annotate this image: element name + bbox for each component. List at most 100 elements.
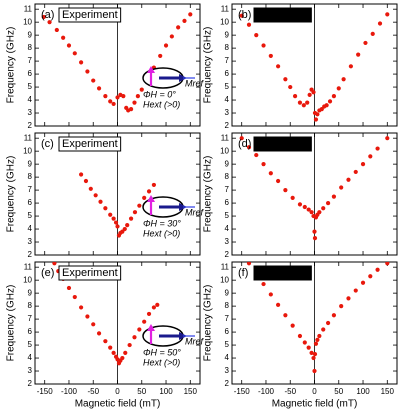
data-point bbox=[268, 171, 273, 176]
data-point bbox=[103, 339, 108, 344]
data-point bbox=[246, 22, 252, 27]
data-point bbox=[283, 188, 288, 193]
data-point bbox=[331, 313, 337, 318]
y-tick-label: 8 bbox=[28, 43, 33, 52]
y-tick-label: 2 bbox=[225, 121, 230, 130]
data-point bbox=[317, 333, 322, 339]
y-tick-label: 11 bbox=[221, 4, 230, 13]
y-tick-label: 2 bbox=[28, 379, 33, 388]
y-axis-title: Frequency (GHz) bbox=[203, 156, 214, 233]
data-point bbox=[120, 355, 125, 361]
y-tick-label: 5 bbox=[225, 340, 230, 349]
y-tick-label: 10 bbox=[23, 17, 32, 26]
data-point bbox=[254, 152, 259, 158]
panel-tag: Experiment bbox=[62, 9, 118, 21]
data-layer bbox=[79, 172, 156, 238]
y-tick-label: 2 bbox=[28, 121, 33, 130]
data-point bbox=[360, 280, 366, 285]
data-point bbox=[155, 302, 160, 307]
data-point bbox=[163, 43, 169, 48]
data-point bbox=[115, 95, 120, 100]
data-point bbox=[313, 117, 319, 122]
data-point bbox=[108, 212, 113, 217]
x-tick-label: -150 bbox=[234, 387, 251, 396]
data-point bbox=[88, 186, 93, 191]
data-point bbox=[261, 281, 266, 287]
data-point bbox=[91, 78, 96, 83]
x-tick-label: -100 bbox=[61, 387, 78, 396]
data-point bbox=[317, 210, 322, 215]
data-point bbox=[91, 322, 96, 327]
y-tick-label: 8 bbox=[28, 301, 33, 310]
data-point bbox=[385, 136, 390, 141]
data-point bbox=[121, 94, 126, 99]
x-tick-label: 100 bbox=[356, 387, 370, 396]
data-point bbox=[111, 216, 116, 221]
data-point bbox=[139, 87, 144, 92]
y-tick-label: 5 bbox=[225, 82, 230, 91]
data-point bbox=[111, 350, 116, 355]
data-point bbox=[385, 12, 390, 17]
y-tick-label: 9 bbox=[225, 159, 230, 168]
data-point bbox=[297, 333, 303, 339]
panel-tag-box bbox=[253, 7, 312, 23]
inset-angle: ΦH = 30° bbox=[143, 218, 181, 228]
data-point bbox=[246, 145, 252, 150]
data-point bbox=[360, 162, 366, 167]
data-point bbox=[315, 337, 320, 342]
data-point bbox=[307, 92, 312, 97]
data-point bbox=[306, 345, 311, 350]
data-point bbox=[239, 136, 244, 141]
data-point bbox=[132, 100, 137, 105]
y-tick-label: 5 bbox=[225, 211, 230, 220]
inset-mref: Mref bbox=[185, 207, 204, 217]
data-point bbox=[254, 33, 259, 38]
panel-label: (d) bbox=[238, 138, 251, 150]
data-point bbox=[108, 99, 113, 104]
plot-frame bbox=[231, 261, 398, 385]
data-layer bbox=[246, 262, 390, 374]
data-point bbox=[297, 100, 303, 105]
y-tick-label: 11 bbox=[24, 133, 33, 142]
x-tick-label: 100 bbox=[159, 387, 173, 396]
x-tick-label: 0 bbox=[115, 387, 120, 396]
y-tick-label: 10 bbox=[23, 146, 32, 155]
y-tick-label: 5 bbox=[28, 340, 33, 349]
data-point bbox=[353, 169, 358, 175]
y-tick-label: 9 bbox=[28, 288, 33, 297]
plot-frame bbox=[34, 3, 201, 127]
panel-tag: Experiment bbox=[62, 267, 118, 279]
inset-field-head bbox=[147, 324, 155, 331]
x-tick-label: 50 bbox=[334, 387, 343, 396]
data-point bbox=[348, 64, 353, 69]
data-point bbox=[268, 292, 273, 297]
y-tick-label: 6 bbox=[225, 69, 230, 78]
data-point bbox=[356, 52, 361, 57]
x-tick-label: 0 bbox=[312, 387, 317, 396]
y-tick-label: 10 bbox=[220, 17, 229, 26]
panel-tag: Experiment bbox=[62, 138, 118, 150]
data-point bbox=[377, 21, 383, 26]
data-point bbox=[93, 193, 98, 198]
data-point bbox=[85, 69, 90, 74]
data-point bbox=[96, 86, 102, 91]
data-point bbox=[158, 53, 163, 59]
data-point bbox=[276, 178, 281, 184]
data-point bbox=[151, 182, 156, 188]
data-point bbox=[290, 195, 295, 200]
data-point bbox=[111, 101, 116, 107]
inset-angle: ΦH = 0° bbox=[143, 89, 176, 99]
data-point bbox=[325, 320, 331, 326]
data-point bbox=[290, 323, 295, 328]
data-point bbox=[246, 262, 252, 266]
data-point bbox=[341, 77, 346, 82]
data-point bbox=[375, 146, 380, 151]
data-point bbox=[108, 345, 113, 350]
data-point bbox=[127, 342, 132, 348]
y-tick-label: 4 bbox=[225, 353, 230, 362]
data-point bbox=[283, 77, 288, 82]
data-point bbox=[339, 185, 344, 190]
data-point bbox=[182, 18, 187, 23]
data-point bbox=[353, 288, 358, 293]
data-point bbox=[288, 84, 293, 90]
